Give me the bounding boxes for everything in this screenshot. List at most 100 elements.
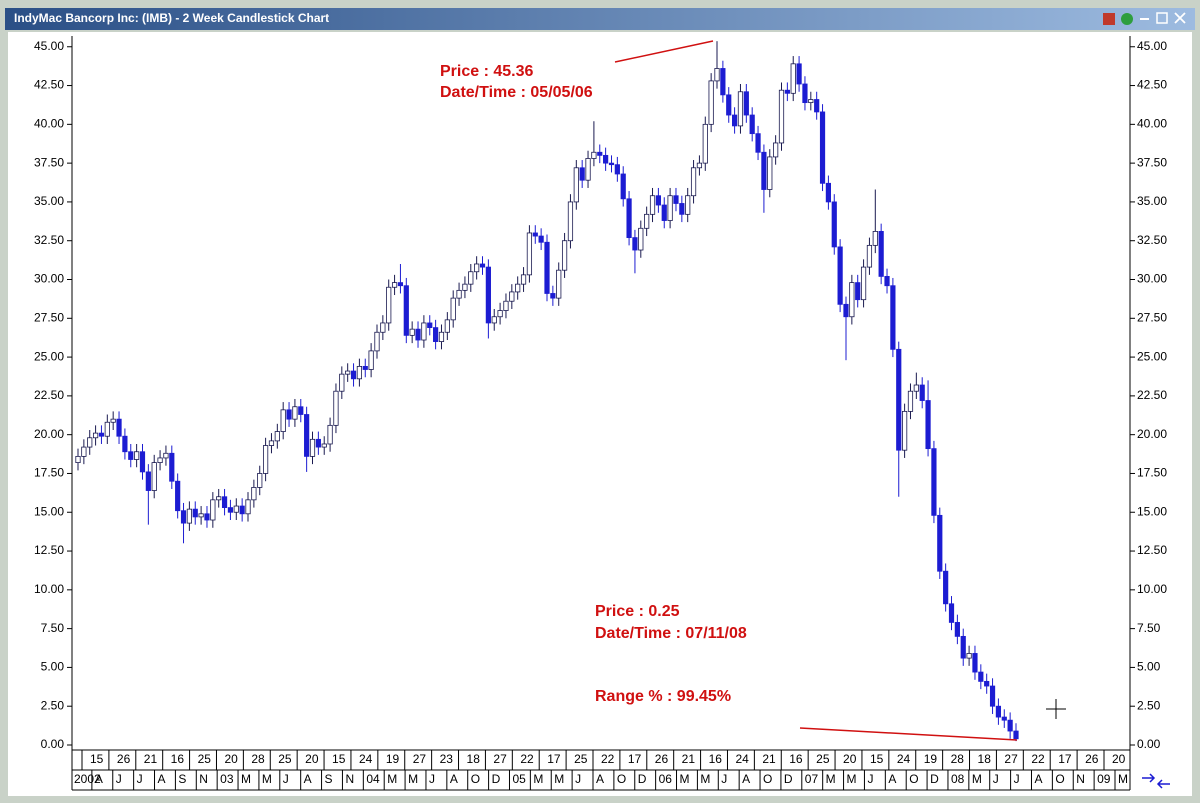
candle-body [556,269,562,299]
y-tick-label: 17.50 [34,466,64,480]
x-period-label: M [847,772,857,786]
window-buttons[interactable] [1103,12,1186,25]
candle-body [561,240,568,271]
candle-body [931,448,937,516]
candle-body [298,406,304,415]
candle-body [673,195,679,204]
candle-body [175,480,181,512]
x-period-label: O [763,772,772,786]
low-pointer-line [799,727,1018,741]
window-title: IndyMac Bancorp Inc: (IMB) - 2 Week Cand… [14,11,329,25]
candle-body [550,293,556,299]
x-day-label: 18 [978,752,992,766]
candle-body [462,283,468,291]
high-pointer-line [614,40,714,63]
candle-body [491,316,497,324]
y-tick-label: 5.00 [41,660,65,674]
candle-body [520,274,527,285]
candle-body [139,451,146,473]
close-button[interactable] [1174,12,1186,24]
candle-body [409,328,415,336]
candle-body [274,431,280,442]
candle-body [227,507,234,513]
candle-body [708,80,714,125]
candle-body [837,246,843,305]
candle-body [216,496,222,501]
y2-tick-label: 22.50 [1137,388,1167,402]
y2-tick-label: 27.50 [1137,310,1167,324]
candle-body [966,653,972,659]
candle-body [902,410,908,451]
y-tick-label: 10.00 [34,582,64,596]
x-day-label: 22 [1031,752,1045,766]
y-tick-label: 27.50 [34,310,64,324]
candle-body [644,213,650,229]
x-day-label: 20 [224,752,238,766]
x-period-label: M [262,772,272,786]
low-date-label: Date/Time : 07/11/08 [595,625,747,642]
maximize-button[interactable] [1156,12,1168,24]
y-tick-label: 22.50 [34,388,64,402]
x-day-label: 19 [386,752,400,766]
candle-body [485,266,491,324]
candle-body [732,114,738,127]
candle-body [720,68,726,96]
x-day-label: 22 [520,752,534,766]
candle-body [333,390,339,426]
candle-body [145,471,151,491]
candle-body [1007,719,1013,732]
x-day-label: 25 [278,752,292,766]
y2-tick-label: 2.50 [1137,698,1161,712]
candle-body [509,291,515,302]
x-period-label: J [993,772,999,786]
x-period-label: J [867,772,873,786]
x-period-label: J [283,772,289,786]
candle-body [356,365,363,380]
candle-body [860,266,867,301]
title-bar [5,8,1195,30]
candle-body [767,156,773,190]
candle-body [890,285,896,350]
x-day-label: 27 [1004,752,1018,766]
pin-button[interactable] [1103,13,1115,25]
y2-tick-label: 30.00 [1137,272,1167,286]
candle-body [98,432,105,437]
candle-body [896,348,902,451]
x-period-label: A [450,772,458,786]
refresh-button[interactable] [1121,13,1133,25]
x-period-label: A [888,772,896,786]
candle-body [661,204,667,221]
minimize-button[interactable] [1140,18,1149,20]
candle-body [843,303,849,318]
x-period-label: D [492,772,501,786]
candle-body [626,198,632,239]
y2-tick-label: 0.00 [1137,737,1161,751]
candle-body [239,505,245,515]
candle-body [954,622,960,637]
low-price-label: Price : 0.25 [595,603,680,620]
candle-body [204,513,210,521]
x-day-label: 16 [789,752,803,766]
x-period-label: N [345,772,354,786]
candle-body [368,350,374,370]
candle-body [749,114,755,135]
candle-body [433,327,439,342]
x-day-label: 15 [332,752,346,766]
candle-body [638,227,644,251]
candle-body [597,151,603,156]
y2-tick-label: 7.50 [1137,621,1161,635]
x-period-label: 03 [220,772,234,786]
y-tick-label: 7.50 [41,621,65,635]
candle-body [374,331,380,352]
scroll-arrows[interactable] [1142,773,1170,789]
candle-body [814,99,820,113]
candle-body [128,451,134,460]
candle-body [667,195,673,221]
x-day-label: 21 [762,752,776,766]
x-day-label: 26 [1085,752,1099,766]
y2-tick-label: 32.50 [1137,233,1167,247]
candle-body [696,162,703,169]
y-tick-label: 2.50 [41,698,65,712]
candle-body [919,384,925,401]
y-tick-label: 42.50 [34,78,64,92]
